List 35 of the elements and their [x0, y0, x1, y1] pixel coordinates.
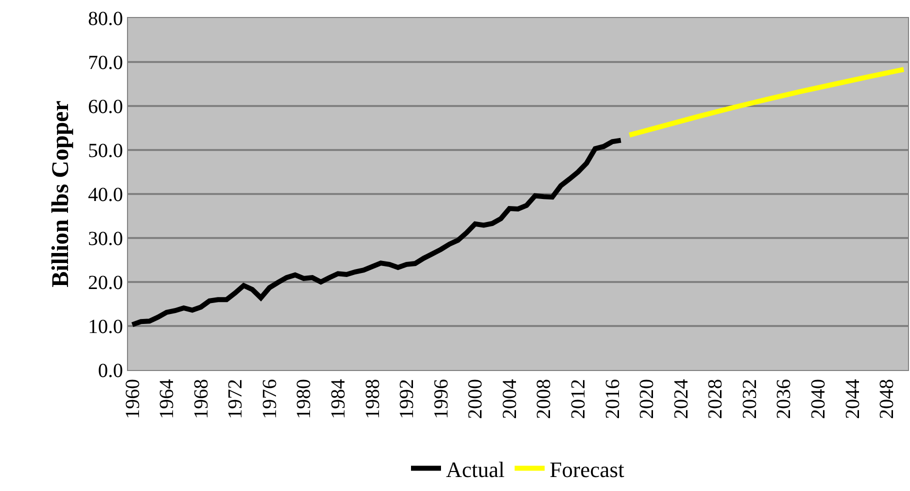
y-tick-label: 0.0: [98, 360, 123, 382]
x-tick-label: 2032: [738, 379, 761, 419]
x-tick-label: 1968: [190, 379, 212, 419]
y-tick-label: 50.0: [88, 140, 123, 162]
y-axis-title: Billion lbs Copper: [48, 100, 74, 288]
x-tick-label: 1988: [362, 379, 384, 419]
x-tick-label: 2024: [670, 379, 692, 419]
x-tick-label: 2036: [773, 379, 796, 419]
x-tick-label: 2040: [808, 379, 830, 419]
x-tick-label: 2044: [842, 379, 864, 419]
legend-label: Actual: [446, 456, 505, 482]
legend-label: Forecast: [550, 456, 624, 482]
x-tick-label: 2048: [876, 379, 898, 419]
x-tick-label: 1976: [258, 379, 281, 419]
y-tick-label: 60.0: [88, 96, 123, 118]
x-tick-label: 1964: [156, 379, 178, 419]
y-tick-label: 80.0: [88, 8, 123, 30]
x-tick-label: 2020: [636, 379, 658, 419]
x-tick-label: 2008: [533, 379, 556, 419]
x-tick-label: 2016: [602, 379, 624, 419]
y-tick-label: 70.0: [88, 52, 123, 74]
y-tick-label: 30.0: [88, 228, 123, 250]
x-tick-label: 1992: [396, 379, 418, 419]
x-tick-label: 2028: [704, 379, 727, 419]
x-tick-label: 2004: [498, 379, 521, 419]
x-tick-label: 1980: [293, 379, 316, 419]
x-tick-label: 2012: [568, 379, 590, 419]
y-tick-label: 40.0: [88, 184, 123, 206]
y-tick-label: 10.0: [88, 316, 123, 338]
y-tick-label: 20.0: [88, 272, 123, 294]
x-tick-label: 1960: [122, 379, 144, 419]
x-tick-label: 1996: [430, 379, 452, 419]
x-tick-label: 2000: [464, 379, 487, 419]
x-tick-label: 1984: [328, 379, 350, 419]
x-tick-label: 1972: [224, 379, 247, 419]
